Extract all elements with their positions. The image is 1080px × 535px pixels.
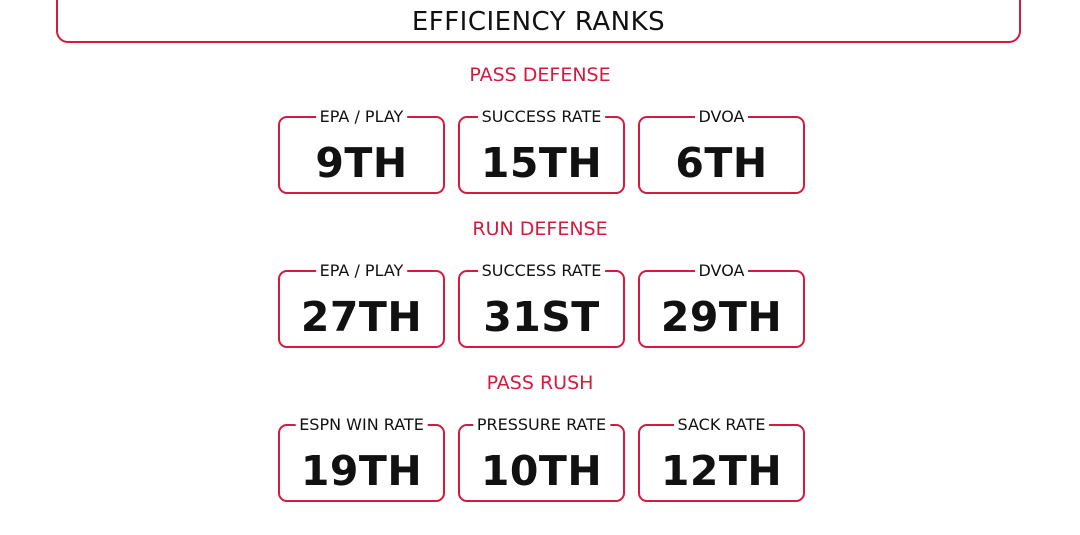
page-title: EFFICIENCY RANKS — [411, 7, 666, 37]
stat-card-label: ESPN WIN RATE — [295, 415, 428, 435]
stat-card-label: EPA / PLAY — [315, 107, 408, 127]
header-frame: EFFICIENCY RANKS — [56, 0, 1021, 43]
stat-card-value: 29TH — [660, 293, 783, 341]
stat-card-value: 10TH — [480, 447, 603, 495]
section-title-pass-defense: PASS DEFENSE — [469, 64, 611, 86]
stat-card-espn-win-rate: ESPN WIN RATE 19TH — [278, 415, 445, 502]
stat-card-pass-epa: EPA / PLAY 9TH — [278, 107, 445, 194]
section-title-run-defense: RUN DEFENSE — [472, 218, 608, 240]
stat-card-label: PRESSURE RATE — [472, 415, 611, 435]
stat-card-pass-dvoa: DVOA 6TH — [638, 107, 805, 194]
stat-card-value: 9TH — [315, 139, 408, 187]
stat-card-label: DVOA — [694, 107, 749, 127]
stat-card-value: 31ST — [483, 293, 600, 341]
stat-card-value: 12TH — [660, 447, 783, 495]
stat-card-value: 15TH — [480, 139, 603, 187]
stat-card-label: EPA / PLAY — [315, 261, 408, 281]
stat-card-pass-success-rate: SUCCESS RATE 15TH — [458, 107, 625, 194]
stat-card-label: SUCCESS RATE — [477, 261, 606, 281]
stat-card-pressure-rate: PRESSURE RATE 10TH — [458, 415, 625, 502]
stat-card-label: SACK RATE — [673, 415, 770, 435]
stat-card-sack-rate: SACK RATE 12TH — [638, 415, 805, 502]
stat-card-run-epa: EPA / PLAY 27TH — [278, 261, 445, 348]
section-title-pass-rush: PASS RUSH — [486, 372, 594, 394]
stat-card-value: 27TH — [300, 293, 423, 341]
stat-card-run-dvoa: DVOA 29TH — [638, 261, 805, 348]
stat-card-value: 19TH — [300, 447, 423, 495]
stat-card-value: 6TH — [675, 139, 768, 187]
stat-card-label: SUCCESS RATE — [477, 107, 606, 127]
stat-card-label: DVOA — [694, 261, 749, 281]
stat-card-run-success-rate: SUCCESS RATE 31ST — [458, 261, 625, 348]
